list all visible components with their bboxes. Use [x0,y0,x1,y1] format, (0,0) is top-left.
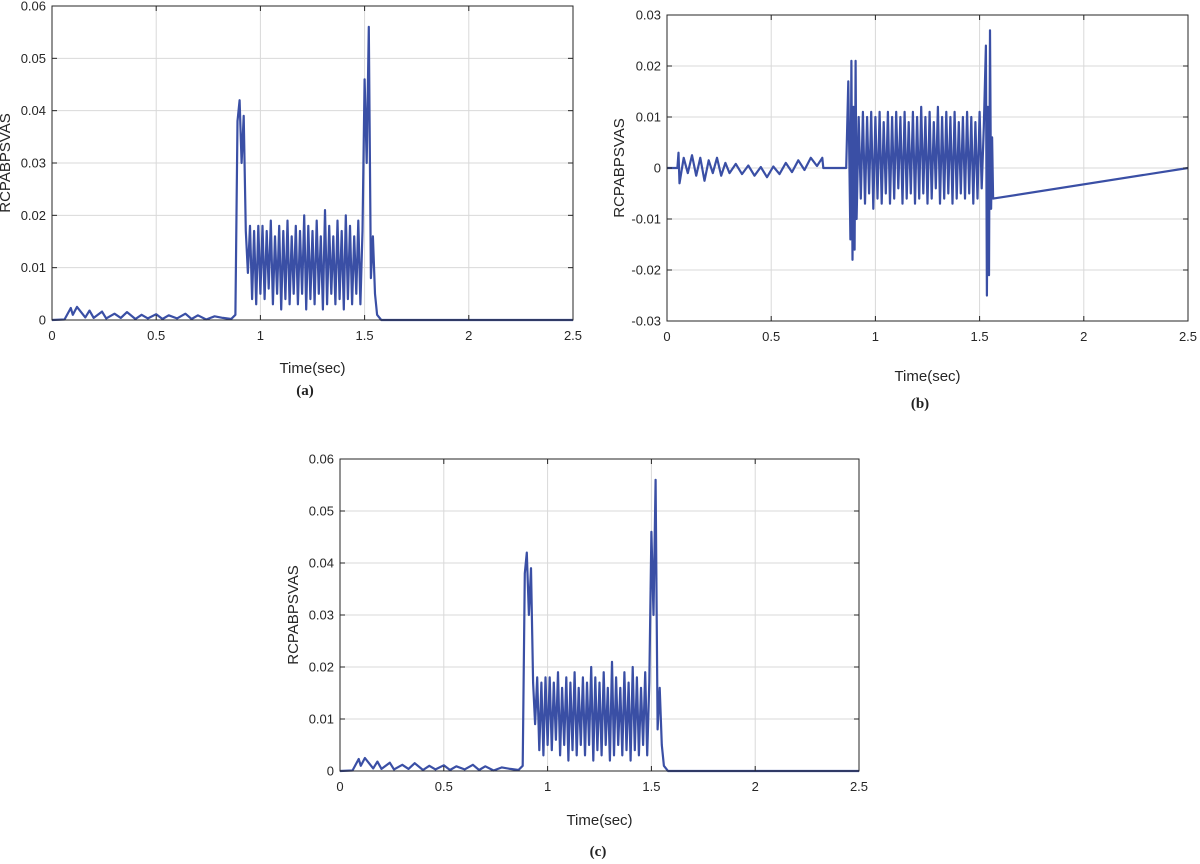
x-tick-label: 0 [336,779,343,794]
y-tick-label: 0.03 [636,8,661,23]
y-axis-label: RCPABPSVAS [0,113,14,212]
x-tick-label: 1 [872,329,879,344]
y-tick-label: 0.04 [309,556,334,571]
x-tick-label: 2.5 [1179,329,1197,344]
y-tick-label: 0.02 [309,660,334,675]
y-tick-label: -0.01 [631,212,661,227]
x-tick-label: 2 [1080,329,1087,344]
x-tick-label: 1.5 [642,779,660,794]
x-tick-label: 1.5 [356,328,374,343]
x-tick-label: 1.5 [971,329,989,344]
y-tick-label: 0 [654,161,661,176]
chart-panel-b: 0 0.5 1 1.5 2 2.5 -0.03 -0.02 -0.01 0 0.01 0.02 0.03… [611,8,1197,413]
x-tick-label: 2.5 [850,779,868,794]
y-tick-label: 0.02 [21,208,46,223]
x-tick-label: 0.5 [762,329,780,344]
y-tick-label: 0.03 [309,608,334,623]
chart-panel-c: 0 0.5 1 1.5 2 2.5 0 0.01 0.02 0.03 0.04 0.05 0.06 Tim… [285,452,868,861]
x-tick-label: 0 [48,328,55,343]
y-tick-label: 0.04 [21,103,46,118]
y-tick-label: 0.06 [21,0,46,14]
chart-panel-a: 0 0.5 1 1.5 2 2.5 0 0.01 0.02 0.03 0.04 0.05 0.06 Tim… [0,0,582,399]
x-tick-label: 2.5 [564,328,582,343]
panel-caption: (b) [911,396,929,412]
y-axis-label: RCPABPSVAS [611,118,628,217]
y-tick-label: 0 [39,313,46,328]
y-tick-label: 0.06 [309,452,334,467]
x-tick-label: 2 [465,328,472,343]
panel-caption: (c) [590,844,607,860]
y-tick-label: 0.01 [636,110,661,125]
panel-caption: (a) [296,383,314,399]
x-axis-label: Time(sec) [566,812,632,829]
y-tick-label: 0.01 [309,712,334,727]
y-tick-label: 0.03 [21,156,46,171]
x-tick-label: 1 [257,328,264,343]
data-series-line [51,25,573,322]
x-tick-label: 0 [663,329,670,344]
x-tick-label: 0.5 [147,328,165,343]
data-series-line [667,29,1189,297]
x-axis-label: Time(sec) [894,368,960,385]
y-tick-label: 0 [327,764,334,779]
data-series-line [339,478,859,773]
y-tick-label: 0.05 [309,504,334,519]
y-tick-label: 0.05 [21,51,46,66]
x-tick-label: 2 [752,779,759,794]
y-tick-label: -0.03 [631,314,661,329]
x-axis-label: Time(sec) [279,360,345,377]
y-axis-label: RCPABPSVAS [285,565,302,664]
y-tick-label: 0.02 [636,59,661,74]
y-tick-label: 0.01 [21,260,46,275]
x-tick-label: 1 [544,779,551,794]
x-tick-label: 0.5 [435,779,453,794]
y-tick-label: -0.02 [631,263,661,278]
